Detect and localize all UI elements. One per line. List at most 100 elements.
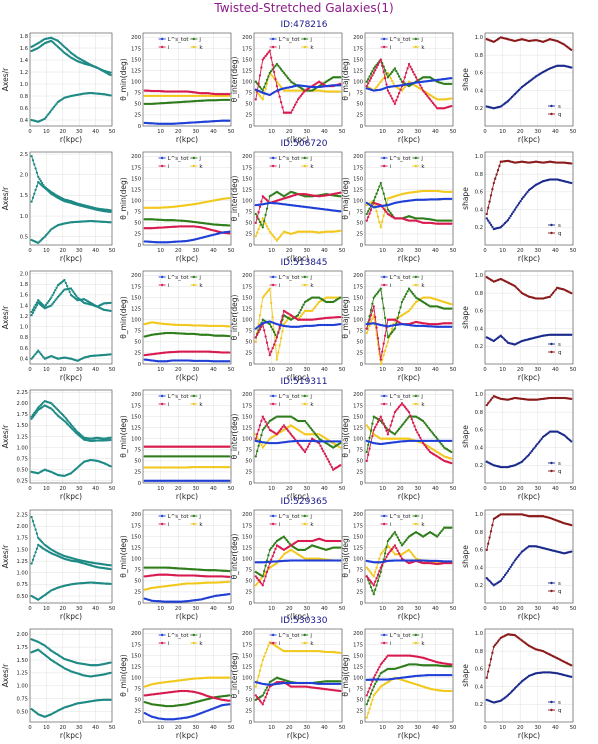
data-point: [548, 295, 552, 298]
data-point: [302, 91, 305, 94]
data-point: [506, 100, 510, 103]
x-axis-label: r(kpc): [398, 254, 420, 263]
data-point: [533, 446, 536, 449]
data-point: [374, 196, 377, 199]
data-point: [277, 82, 280, 85]
data-point: [265, 225, 269, 228]
data-point: [365, 459, 368, 463]
legend-label: k: [421, 402, 425, 408]
y-tick-label: 50: [245, 340, 252, 346]
data-point: [409, 307, 412, 311]
data-point: [523, 194, 526, 197]
x-tick-label: 10: [43, 248, 50, 254]
data-point: [395, 431, 398, 434]
data-point: [326, 457, 329, 461]
y-tick-label: 0.50: [16, 468, 28, 474]
data-point: [274, 77, 277, 81]
data-point: [550, 293, 553, 297]
data-point: [256, 333, 259, 336]
legend-label: j: [198, 275, 201, 281]
data-point: [228, 119, 231, 122]
data-point: [46, 114, 49, 117]
data-point: [274, 64, 277, 67]
y-tick-label: 150: [353, 57, 363, 63]
data-point: [34, 306, 37, 309]
series-4: [143, 94, 231, 98]
y-tick-label: 50: [356, 459, 363, 465]
legend: sq: [548, 104, 562, 118]
legend-label: L^s_tot: [390, 37, 412, 43]
data-point: [320, 447, 324, 450]
y-tick-label: 75: [356, 210, 363, 216]
data-point: [570, 48, 573, 51]
plot-frame: [142, 270, 232, 365]
data-point: [279, 427, 283, 431]
data-point: [271, 315, 274, 319]
data-point: [365, 424, 368, 427]
x-tick-label: 20: [517, 129, 524, 135]
data-point: [31, 159, 35, 162]
data-point: [492, 181, 495, 185]
data-point: [379, 80, 382, 83]
data-point: [431, 101, 435, 105]
data-point: [390, 79, 394, 82]
panel-3-2: 10 20 30 40 500255075100125150175200r(kpc)θ_…: [119, 270, 234, 382]
data-point: [386, 340, 390, 344]
legend-label: i: [168, 283, 170, 289]
data-point: [365, 219, 368, 222]
y-tick-label: 100: [353, 437, 363, 443]
data-point: [43, 235, 46, 238]
data-point: [450, 461, 453, 465]
data-point: [308, 425, 311, 428]
y-axis-label: θ_min(deg): [119, 415, 128, 458]
y-tick-label: 0.6: [20, 106, 28, 112]
data-point: [383, 334, 387, 337]
data-point: [389, 211, 392, 215]
legend-label: i: [168, 164, 170, 170]
data-point: [261, 89, 264, 92]
data-point: [371, 309, 374, 313]
data-point: [268, 322, 271, 326]
data-point: [513, 92, 517, 96]
data-point: [268, 230, 271, 233]
data-point: [516, 90, 519, 93]
legend-marker: [160, 164, 164, 168]
data-point: [378, 289, 381, 292]
panel-2-3: 10 20 30 40 500255075100125150175200r(kpc)θ_…: [230, 151, 345, 263]
data-point: [379, 415, 382, 418]
series-3: [254, 62, 342, 92]
x-axis-label: r(kpc): [398, 373, 420, 382]
data-point: [256, 449, 259, 453]
data-point: [254, 212, 257, 216]
data-point: [450, 307, 453, 310]
y-tick-label: 1.4: [20, 58, 29, 64]
series-line: [31, 220, 111, 244]
x-axis-label: r(kpc): [60, 373, 82, 382]
data-point: [30, 154, 33, 158]
y-tick-label: 0: [138, 481, 141, 487]
x-axis-label: r(kpc): [60, 254, 82, 263]
legend-marker: [303, 394, 307, 398]
data-point: [491, 188, 494, 191]
data-point: [30, 200, 33, 203]
data-point: [508, 216, 511, 220]
data-point: [281, 315, 284, 318]
x-tick-label: 50: [450, 486, 457, 492]
data-point: [379, 362, 382, 366]
data-point: [421, 419, 425, 423]
data-point: [385, 72, 388, 75]
data-point: [228, 465, 231, 469]
plot-frame: [142, 389, 232, 484]
data-point: [282, 71, 286, 75]
legend-label: k: [421, 164, 425, 170]
data-point: [440, 442, 443, 446]
data-point: [254, 221, 257, 225]
y-tick-label: 1.0: [475, 273, 483, 279]
data-point: [450, 439, 453, 443]
data-point: [270, 73, 273, 76]
x-tick-label: 50: [450, 367, 457, 373]
legend-marker: [192, 394, 196, 398]
data-point: [369, 77, 373, 80]
x-tick-label: 10: [43, 129, 50, 135]
